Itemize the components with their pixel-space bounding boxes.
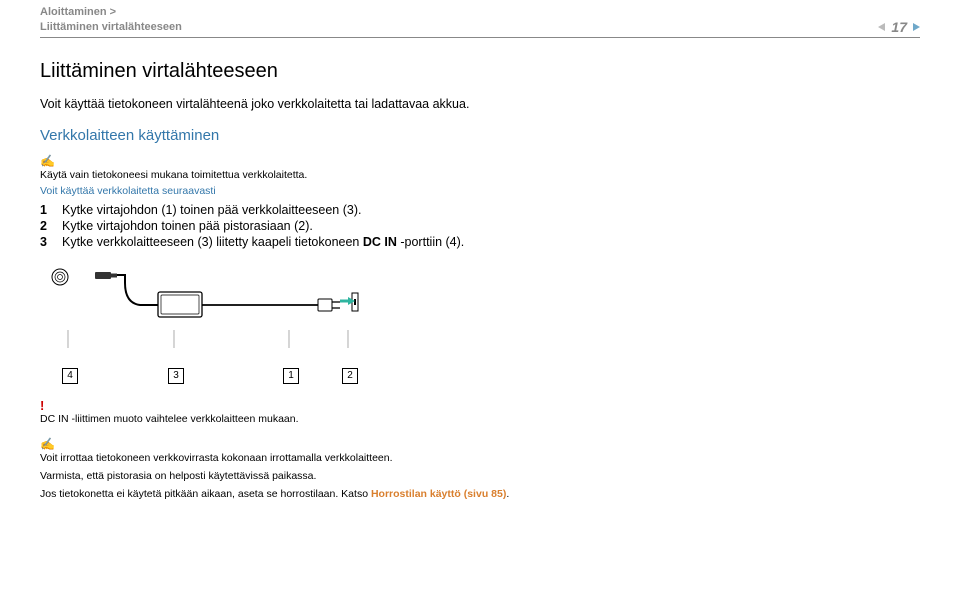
power-diagram: 4 3 1 2 xyxy=(40,263,920,384)
breadcrumb-sub: Liittäminen virtalähteeseen xyxy=(40,20,182,35)
step-text-bold: DC IN xyxy=(363,235,397,249)
note-3: Varmista, että pistorasia on helposti kä… xyxy=(40,470,920,482)
step-text: Kytke verkkolaitteeseen (3) liitetty kaa… xyxy=(62,235,464,249)
note-2: Voit irrottaa tietokoneen verkkovirrasta… xyxy=(40,452,920,464)
breadcrumb-top: Aloittaminen > xyxy=(40,5,182,20)
step-text: Kytke virtajohdon (1) toinen pää verkkol… xyxy=(62,203,361,217)
subheading: Verkkolaitteen käyttäminen xyxy=(40,127,920,144)
page-number-group: 17 xyxy=(878,19,920,35)
note-4c: . xyxy=(506,488,509,500)
step-num: 1 xyxy=(40,203,62,217)
note-icon: ✍ xyxy=(40,437,920,451)
steps-list: 1 Kytke virtajohdon (1) toinen pää verkk… xyxy=(40,203,920,249)
page-title: Liittäminen virtalähteeseen xyxy=(40,60,920,83)
diagram-label-2: 2 xyxy=(342,368,358,384)
note-4-link[interactable]: Horrostilan käyttö (sivu 85) xyxy=(371,488,506,500)
diagram-label-1: 1 xyxy=(283,368,299,384)
step-num: 2 xyxy=(40,219,62,233)
prev-page-icon[interactable] xyxy=(878,23,885,31)
blue-note: Voit käyttää verkkolaitetta seuraavasti xyxy=(40,185,920,197)
step-text-a: Kytke verkkolaitteeseen (3) liitetty kaa… xyxy=(62,235,363,249)
page-number: 17 xyxy=(891,19,907,35)
step-item: 1 Kytke virtajohdon (1) toinen pää verkk… xyxy=(40,203,920,217)
diagram-label-3: 3 xyxy=(168,368,184,384)
note-1: Käytä vain tietokoneesi mukana toimitett… xyxy=(40,169,920,181)
note-icon: ✍ xyxy=(40,154,920,168)
page-header: Aloittaminen > Liittäminen virtalähteese… xyxy=(40,5,920,38)
step-text-b: -porttiin (4). xyxy=(397,235,464,249)
intro-text: Voit käyttää tietokoneen virtalähteenä j… xyxy=(40,97,920,111)
footer-notes: Voit irrottaa tietokoneen verkkovirrasta… xyxy=(40,452,920,500)
step-item: 2 Kytke virtajohdon toinen pää pistorasi… xyxy=(40,219,920,233)
diagram-label-4: 4 xyxy=(62,368,78,384)
warning-mark: ! xyxy=(40,398,920,413)
step-num: 3 xyxy=(40,235,62,249)
next-page-icon[interactable] xyxy=(913,23,920,31)
note-4: Jos tietokonetta ei käytetä pitkään aika… xyxy=(40,488,920,500)
warning-text: DC IN -liittimen muoto vaihtelee verkkol… xyxy=(40,413,920,425)
step-item: 3 Kytke verkkolaitteeseen (3) liitetty k… xyxy=(40,235,920,249)
breadcrumb: Aloittaminen > Liittäminen virtalähteese… xyxy=(40,5,182,35)
step-text: Kytke virtajohdon toinen pää pistorasiaa… xyxy=(62,219,313,233)
note-4a: Jos tietokonetta ei käytetä pitkään aika… xyxy=(40,488,371,500)
